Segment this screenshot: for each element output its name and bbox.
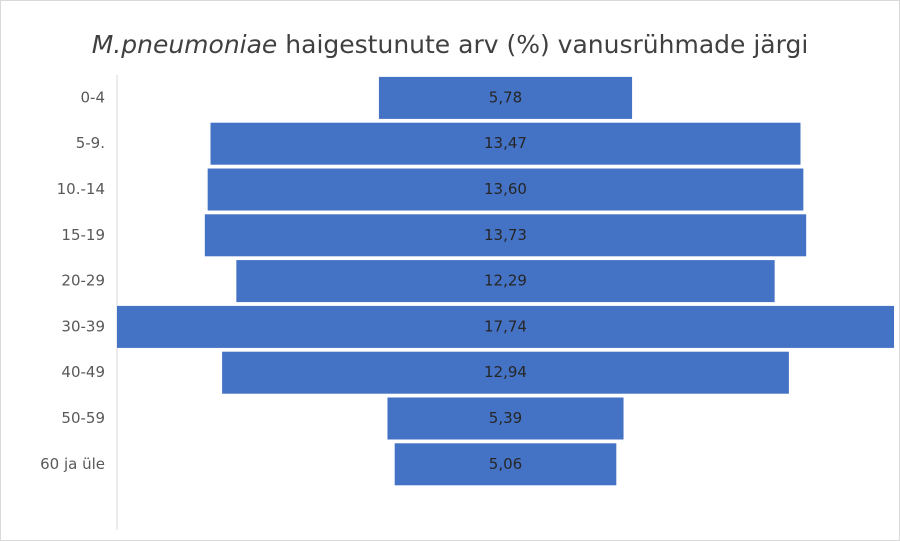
bar bbox=[117, 305, 894, 348]
category-label: 60 ja üle bbox=[40, 455, 105, 473]
category-label: 50-59 bbox=[61, 409, 105, 427]
value-label: 12,94 bbox=[484, 363, 527, 381]
value-label: 13,47 bbox=[484, 134, 527, 152]
category-label: 10.-14 bbox=[57, 180, 105, 198]
chart-title: M.pneumoniae haigestunute arv (%) vanusr… bbox=[92, 30, 809, 59]
bar bbox=[207, 168, 804, 211]
bar bbox=[204, 214, 807, 257]
value-label: 17,74 bbox=[484, 317, 527, 335]
category-label: 20-29 bbox=[61, 272, 105, 290]
value-label: 5,78 bbox=[489, 88, 522, 106]
value-label: 5,06 bbox=[489, 455, 522, 473]
category-label: 5-9. bbox=[76, 134, 105, 152]
category-label: 15-19 bbox=[61, 226, 105, 244]
value-label: 13,60 bbox=[484, 180, 527, 198]
bar bbox=[387, 397, 624, 440]
bar bbox=[378, 76, 633, 119]
category-label: 0-4 bbox=[81, 88, 106, 106]
bar bbox=[222, 351, 789, 394]
category-label: 30-39 bbox=[61, 317, 105, 335]
value-label: 13,73 bbox=[484, 226, 527, 244]
bar bbox=[394, 443, 617, 486]
bar bbox=[236, 260, 775, 303]
bar bbox=[210, 122, 801, 165]
value-label: 5,39 bbox=[489, 409, 522, 427]
title-italic: M.pneumoniae bbox=[92, 30, 278, 59]
value-label: 12,29 bbox=[484, 272, 527, 290]
category-label: 40-49 bbox=[61, 363, 105, 381]
title-text: haigestunute arv (%) vanusrühmade järgi bbox=[285, 30, 808, 59]
